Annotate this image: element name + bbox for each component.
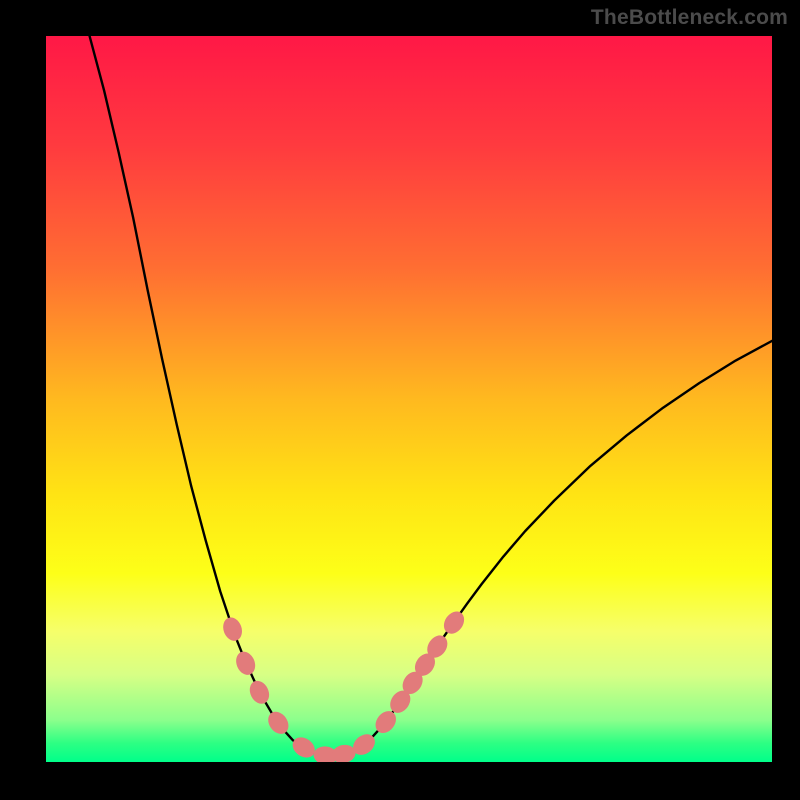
gradient-background xyxy=(46,36,772,762)
plot-area xyxy=(46,36,772,762)
watermark-text: TheBottleneck.com xyxy=(591,6,788,30)
bottleneck-chart-svg xyxy=(46,36,772,762)
chart-container: TheBottleneck.com xyxy=(0,0,800,800)
